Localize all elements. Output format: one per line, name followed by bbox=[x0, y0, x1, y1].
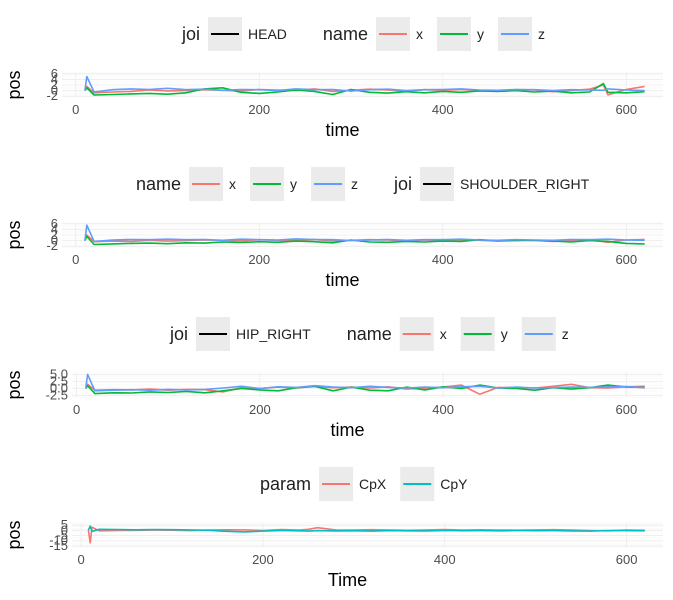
legend-title-joi: joi bbox=[169, 324, 188, 344]
legend-label-z: z bbox=[351, 176, 358, 192]
legend-label-y: y bbox=[290, 176, 297, 192]
legend-label-x: x bbox=[440, 326, 447, 342]
y-tick-label: -2.5 bbox=[46, 388, 68, 403]
x-tick-label: 200 bbox=[248, 252, 270, 267]
x-tick-label: 600 bbox=[616, 552, 638, 567]
legend-label-cpx: CpX bbox=[359, 476, 387, 492]
y-tick-label: 0 bbox=[61, 522, 68, 537]
y-tick-label: 0 bbox=[51, 233, 58, 248]
x-axis-title: Time bbox=[328, 570, 367, 590]
legend-title-param: param bbox=[260, 474, 311, 494]
legend-label-hip-right: HIP_RIGHT bbox=[236, 326, 311, 342]
x-tick-label: 200 bbox=[248, 102, 270, 117]
y-tick-label: 2 bbox=[51, 77, 58, 92]
legend-label-x: x bbox=[229, 176, 236, 192]
legend-title-joi: joi bbox=[393, 174, 412, 194]
y-tick-label: 4 bbox=[51, 221, 58, 236]
x-tick-label: 0 bbox=[73, 402, 80, 417]
x-tick-label: 200 bbox=[252, 552, 274, 567]
shoulder-right-panel: name x y z joi SHOULDER_RIGHT 0 200 400 600 -2 0 2 4 6… bbox=[0, 150, 673, 300]
legend-label-x: x bbox=[416, 26, 423, 42]
series-line-z bbox=[84, 373, 645, 392]
y-axis-title: pos bbox=[4, 220, 24, 249]
legend-title-name: name bbox=[136, 174, 181, 194]
x-tick-label: 400 bbox=[432, 402, 454, 417]
y-tick-label: -15 bbox=[49, 538, 68, 553]
legend-title-name: name bbox=[323, 24, 368, 44]
legend-label-y: y bbox=[477, 26, 484, 42]
x-tick-label: 400 bbox=[434, 552, 456, 567]
x-tick-label: 0 bbox=[77, 552, 84, 567]
x-axis-title: time bbox=[325, 120, 359, 140]
y-tick-label: 4 bbox=[51, 71, 58, 86]
x-axis-title: time bbox=[330, 420, 364, 440]
y-tick-label: 0.0 bbox=[50, 381, 68, 396]
hip-right-chart: joi HIP_RIGHT name x y z 0 200 400 600 -2.50.02.55… bbox=[4, 317, 663, 440]
cop-panel: param CpX CpY 0 200 400 600 -15 -10 -5 0 5 Time pos bbox=[0, 450, 673, 600]
head-panel: joi HEAD name x y z 0 200 400 600 -2 0 2 4 6 time pos bbox=[0, 0, 673, 150]
x-tick-label: 0 bbox=[72, 102, 79, 117]
legend-label-y: y bbox=[501, 326, 508, 342]
x-tick-label: 400 bbox=[432, 102, 454, 117]
y-tick-label: -5 bbox=[56, 528, 68, 543]
y-tick-label: -2 bbox=[46, 238, 58, 253]
x-tick-label: 600 bbox=[615, 252, 637, 267]
legend-title-joi: joi bbox=[181, 24, 200, 44]
y-tick-label: 6 bbox=[51, 216, 58, 231]
x-axis-title: time bbox=[325, 270, 359, 290]
y-axis-title: pos bbox=[4, 370, 24, 399]
x-tick-label: 400 bbox=[432, 252, 454, 267]
x-tick-label: 0 bbox=[72, 252, 79, 267]
legend-label-head: HEAD bbox=[248, 26, 287, 42]
x-tick-label: 600 bbox=[615, 102, 637, 117]
legend-label-shoulder-right: SHOULDER_RIGHT bbox=[460, 176, 590, 192]
y-tick-label: 0 bbox=[51, 83, 58, 98]
y-axis-title: pos bbox=[4, 70, 24, 99]
y-tick-label: 5.0 bbox=[50, 366, 68, 381]
legend-label-cpy: CpY bbox=[440, 476, 468, 492]
x-tick-label: 600 bbox=[615, 402, 637, 417]
x-tick-label: 200 bbox=[249, 402, 271, 417]
legend-title-name: name bbox=[347, 324, 392, 344]
y-tick-label: 2 bbox=[51, 227, 58, 242]
series-line-z bbox=[84, 224, 645, 243]
legend-label-z: z bbox=[562, 326, 569, 342]
series-line-cpy bbox=[87, 525, 645, 533]
y-axis-title: pos bbox=[4, 520, 24, 549]
y-tick-label: -10 bbox=[49, 533, 68, 548]
y-tick-label: 6 bbox=[51, 66, 58, 81]
legend-label-z: z bbox=[538, 26, 545, 42]
y-tick-label: 5 bbox=[61, 517, 68, 532]
hip-right-panel: joi HIP_RIGHT name x y z 0 200 400 600 -2.5 0.0 2.5 5… bbox=[0, 300, 673, 450]
y-tick-label: -2 bbox=[46, 88, 58, 103]
series-line-z bbox=[84, 75, 645, 93]
y-tick-label: 2.5 bbox=[50, 373, 68, 388]
